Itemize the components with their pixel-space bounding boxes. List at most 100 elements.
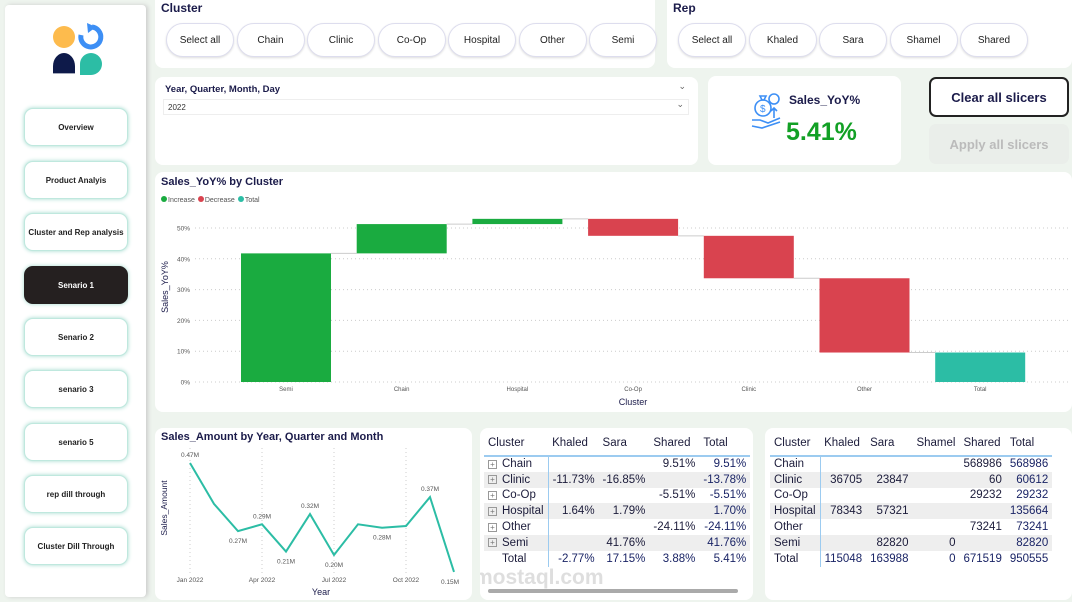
expand-icon[interactable]: + bbox=[488, 490, 497, 500]
data-point[interactable] bbox=[309, 513, 312, 516]
column-header[interactable]: Shared bbox=[959, 430, 1006, 457]
sales-line[interactable] bbox=[189, 462, 455, 573]
apply-slicers-button[interactable]: Apply all slicers bbox=[929, 124, 1069, 164]
nav-product-analyis[interactable]: Product Analyis bbox=[24, 161, 128, 199]
expand-icon[interactable]: + bbox=[488, 459, 497, 469]
horizontal-scrollbar[interactable] bbox=[488, 589, 738, 593]
data-point[interactable] bbox=[189, 462, 192, 465]
cell bbox=[912, 456, 959, 472]
data-point[interactable] bbox=[453, 570, 456, 573]
cell: -24.11% bbox=[653, 521, 696, 534]
cell bbox=[599, 519, 650, 535]
cell bbox=[912, 488, 959, 504]
total-cell: 950555 bbox=[1009, 552, 1049, 565]
rep-option-select-all[interactable]: Select all bbox=[678, 23, 746, 57]
line-title: Sales_Amount by Year, Quarter and Month bbox=[161, 431, 384, 443]
data-point[interactable] bbox=[237, 530, 240, 533]
bar-co-op[interactable] bbox=[588, 218, 679, 236]
legend-total: Total bbox=[237, 196, 260, 204]
nav-senario-1[interactable]: Senario 1 bbox=[24, 266, 128, 304]
expand-icon[interactable]: + bbox=[488, 538, 497, 548]
x-tick-label: Other bbox=[857, 387, 872, 393]
table-row: + Hospital 1.64% 1.79% 1.70% bbox=[484, 503, 751, 520]
column-header[interactable]: Khaled bbox=[548, 430, 599, 457]
date-dropdown[interactable]: 2022 ⌄ bbox=[163, 99, 689, 115]
cell bbox=[599, 456, 650, 472]
rep-option-sara[interactable]: Sara bbox=[819, 23, 887, 57]
rep-option-shared[interactable]: Shared bbox=[960, 23, 1028, 57]
cell bbox=[548, 488, 598, 504]
nav-rep-dill-through[interactable]: rep dill through bbox=[24, 475, 128, 513]
cell: 568986 bbox=[1009, 458, 1049, 471]
column-header[interactable]: Cluster bbox=[770, 430, 821, 457]
cluster-option-co-op[interactable]: Co-Op bbox=[377, 23, 446, 57]
data-label: 0.37M bbox=[421, 486, 439, 493]
cell bbox=[548, 519, 598, 535]
cluster-option-clinic[interactable]: Clinic bbox=[307, 23, 375, 57]
cluster-slicer-title: Cluster bbox=[161, 1, 203, 15]
total-cell: Total bbox=[484, 550, 549, 567]
y-tick-label: 20% bbox=[177, 318, 190, 325]
nav-cluster-and-rep-analysis[interactable]: Cluster and Rep analysis bbox=[24, 213, 128, 251]
clear-slicers-button[interactable]: Clear all slicers bbox=[929, 77, 1069, 117]
data-point[interactable] bbox=[213, 502, 216, 505]
chevron-down-icon[interactable]: ⌄ bbox=[678, 81, 686, 91]
nav-senario-2[interactable]: Senario 2 bbox=[24, 318, 128, 356]
watermark: mostaql.com bbox=[480, 566, 604, 589]
nav-cluster-dill-through[interactable]: Cluster Dill Through bbox=[24, 527, 128, 565]
data-label: 0.32M bbox=[301, 503, 319, 510]
column-header[interactable]: Shamel bbox=[912, 430, 960, 457]
yoy-matrix: Cluster Khaled Sara Shared Total + Chain 9.51% 9… bbox=[480, 428, 753, 600]
x-tick-label: Chain bbox=[394, 387, 410, 393]
column-header[interactable]: Sara bbox=[866, 430, 913, 457]
cell: -16.85% bbox=[598, 471, 650, 488]
total-cell: 0 bbox=[949, 552, 956, 565]
bar-hospital[interactable] bbox=[472, 218, 563, 225]
column-header[interactable]: Shared bbox=[649, 430, 700, 457]
data-point[interactable] bbox=[285, 550, 288, 553]
cluster-option-chain[interactable]: Chain bbox=[236, 23, 305, 57]
y-tick-label: 10% bbox=[177, 349, 190, 356]
bar-semi[interactable] bbox=[241, 253, 331, 382]
bar-clinic[interactable] bbox=[703, 235, 794, 279]
nav-senario-5[interactable]: senario 5 bbox=[24, 423, 128, 461]
cell: 9.51% bbox=[713, 458, 747, 471]
cell: Co-Op bbox=[770, 487, 821, 504]
expand-icon[interactable]: + bbox=[488, 475, 497, 485]
column-header[interactable]: Total bbox=[699, 430, 751, 457]
expand-icon[interactable]: + bbox=[488, 522, 497, 532]
rep-option-shamel[interactable]: Shamel bbox=[889, 23, 958, 57]
cell: 73241 bbox=[1016, 521, 1049, 534]
cluster-option-semi[interactable]: Semi bbox=[589, 23, 657, 57]
column-header[interactable]: Cluster bbox=[484, 430, 549, 457]
expand-icon[interactable]: + bbox=[488, 506, 497, 516]
table-row: Hospital 78343 57321 135664 bbox=[770, 503, 1053, 520]
data-label: 0.15M bbox=[441, 579, 459, 586]
data-label: 0.28M bbox=[373, 535, 391, 542]
nav-overview[interactable]: Overview bbox=[24, 108, 128, 146]
data-point[interactable] bbox=[429, 496, 432, 499]
column-header[interactable]: Total bbox=[1005, 430, 1053, 457]
nav-senario-3[interactable]: senario 3 bbox=[24, 370, 128, 408]
data-point[interactable] bbox=[381, 526, 384, 529]
cell: 9.51% bbox=[662, 458, 696, 471]
cluster-option-hospital[interactable]: Hospital bbox=[448, 23, 516, 57]
bar-other[interactable] bbox=[819, 278, 910, 353]
column-header[interactable]: Khaled bbox=[820, 430, 867, 457]
bar-chain[interactable] bbox=[356, 224, 447, 254]
data-point[interactable] bbox=[333, 553, 336, 556]
bar-total[interactable] bbox=[935, 352, 1026, 382]
cluster-option-other[interactable]: Other bbox=[518, 23, 587, 57]
column-header[interactable]: Sara bbox=[598, 430, 650, 457]
data-label: 0.20M bbox=[325, 562, 343, 569]
total-row: Total -2.77% 17.15% 3.88% 5.41% bbox=[484, 550, 750, 567]
cluster-option-select-all[interactable]: Select all bbox=[166, 23, 234, 57]
cell: 41.76% bbox=[598, 534, 650, 551]
y-axis-title: Sales_YoY% bbox=[160, 261, 170, 313]
line-chart bbox=[155, 428, 472, 600]
data-point[interactable] bbox=[357, 523, 360, 526]
data-point[interactable] bbox=[405, 525, 408, 528]
cell: 135664 bbox=[1005, 503, 1053, 520]
rep-option-khaled[interactable]: Khaled bbox=[748, 23, 817, 57]
data-point[interactable] bbox=[261, 523, 264, 526]
